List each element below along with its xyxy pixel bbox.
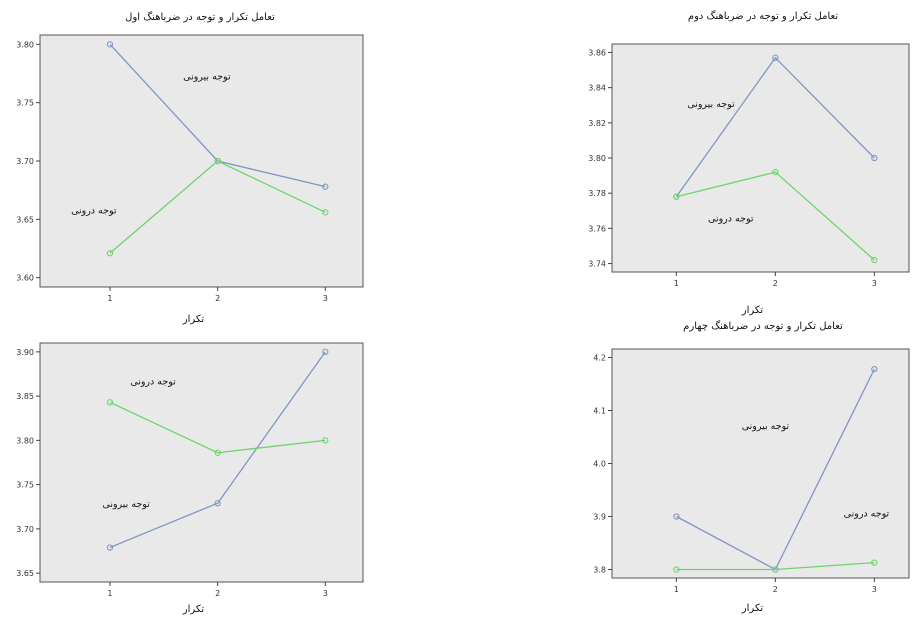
series-line-inner	[109, 160, 326, 254]
x-axis-label-4: تکرار	[741, 603, 764, 614]
y-tick-label: 3.80	[16, 40, 34, 49]
data-point-inner	[673, 566, 680, 573]
data-point-inner	[214, 157, 221, 165]
plot-frame-4	[611, 348, 910, 579]
y-tick-label: 3.80	[16, 436, 34, 445]
data-point-inner	[772, 168, 779, 176]
x-tick-label: 3	[872, 585, 877, 594]
y-tick-label: 4.1	[593, 406, 606, 415]
data-point-inner	[673, 193, 680, 200]
data-point-outer	[772, 54, 779, 61]
y-tick-label: 3.65	[16, 215, 34, 224]
series-line-outer	[675, 56, 875, 198]
data-point-inner	[106, 250, 114, 257]
x-tick-label: 2	[215, 589, 220, 598]
x-axis-label-2: تکرار	[741, 305, 764, 316]
data-point-inner	[322, 437, 329, 444]
data-point-inner	[772, 566, 779, 573]
data-point-outer	[106, 544, 114, 551]
series-annotation: توجه درونی	[71, 206, 117, 217]
x-tick-label: 3	[323, 294, 328, 303]
x-tick-label: 3	[323, 589, 328, 598]
data-point-inner	[871, 256, 878, 264]
series-annotation: توجه بیرونی	[687, 99, 735, 110]
y-tick-label: 4.2	[593, 353, 606, 362]
plot-frame-1	[39, 34, 364, 288]
chart-title-4: تعامل تکرار و توجه در ضرباهنگ چهارم	[683, 320, 843, 332]
y-tick-label: 3.70	[16, 525, 34, 534]
y-tick-label: 3.80	[588, 154, 606, 163]
data-point-outer	[871, 365, 878, 373]
plot-frame-2	[611, 43, 910, 273]
data-point-outer	[871, 154, 878, 162]
series-annotation: توجه بیرونی	[183, 71, 231, 82]
x-axis-label-1: تکرار	[182, 314, 205, 325]
series-line-outer	[109, 351, 326, 549]
y-tick-label: 3.78	[588, 189, 606, 198]
y-tick-label: 3.76	[588, 224, 606, 233]
series-line-inner	[676, 171, 875, 261]
x-tick-label: 1	[107, 294, 112, 303]
x-tick-label: 2	[215, 294, 220, 303]
data-point-outer	[322, 183, 329, 190]
data-point-inner	[871, 559, 878, 566]
x-tick-label: 2	[773, 585, 778, 594]
y-tick-label: 3.60	[16, 274, 34, 283]
series-annotation: توجه درونی	[844, 509, 890, 520]
series-line-inner	[109, 401, 326, 454]
y-tick-label: 3.8	[593, 566, 606, 575]
data-point-inner	[106, 399, 114, 406]
x-tick-label: 3	[872, 279, 877, 288]
series-line-inner	[676, 561, 875, 571]
y-tick-label: 3.9	[593, 513, 606, 522]
chart-title-1: تعامل تکرار و توجه در ضرباهنگ اول	[125, 11, 275, 23]
y-tick-label: 3.86	[588, 48, 606, 57]
series-annotation: توجه درونی	[130, 377, 176, 388]
y-tick-label: 4.0	[593, 460, 606, 469]
y-tick-label: 3.90	[16, 348, 34, 357]
x-tick-label: 1	[674, 279, 679, 288]
series-annotation: توجه بیرونی	[742, 421, 790, 432]
y-tick-label: 3.82	[588, 119, 606, 128]
y-tick-label: 3.75	[16, 481, 34, 490]
data-point-inner	[214, 449, 221, 456]
x-axis-label-3: تکرار	[182, 604, 205, 615]
chart-title-2: تعامل تکرار و توجه در ضرباهنگ دوم	[688, 10, 838, 22]
data-point-outer	[214, 500, 221, 507]
y-tick-label: 3.74	[588, 260, 606, 269]
x-tick-label: 1	[674, 585, 679, 594]
data-point-outer	[106, 41, 114, 48]
plot-frame-3	[39, 342, 364, 583]
data-point-outer	[322, 348, 329, 356]
x-tick-label: 1	[107, 589, 112, 598]
series-annotation: توجه درونی	[708, 213, 754, 224]
y-tick-label: 3.75	[16, 99, 34, 108]
series-annotation: توجه بیرونی	[102, 499, 150, 510]
y-tick-label: 3.65	[16, 569, 34, 578]
y-tick-label: 3.84	[588, 84, 606, 93]
y-tick-label: 3.70	[16, 157, 34, 166]
x-tick-label: 2	[773, 279, 778, 288]
y-tick-label: 3.85	[16, 392, 34, 401]
data-point-outer	[673, 513, 680, 520]
data-point-inner	[322, 209, 329, 216]
